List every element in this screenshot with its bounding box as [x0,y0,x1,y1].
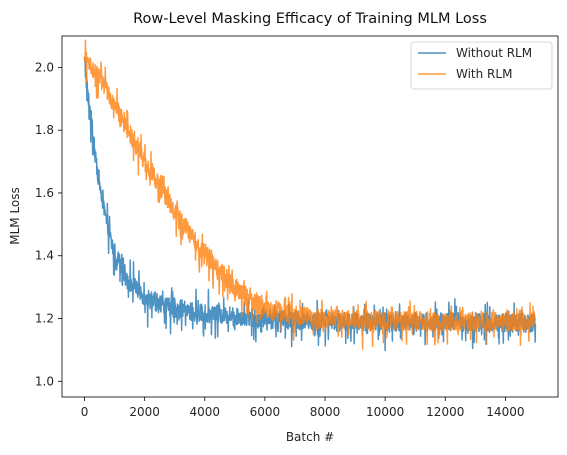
x-tick-label: 12000 [426,405,464,419]
legend: Without RLM With RLM [410,41,553,90]
y-axis-ticks: 1.0 1.2 1.4 1.6 1.8 2.0 [35,60,62,388]
x-tick-label: 0 [81,405,89,419]
legend-box [410,41,553,90]
series-layer [83,39,537,352]
y-tick-label: 1.6 [35,186,54,200]
x-tick-label: 6000 [250,405,281,419]
x-axis-ticks: 0 2000 4000 6000 8000 10000 12000 14000 [81,397,524,419]
legend-label-without-rlm: Without RLM [456,46,532,60]
x-tick-label: 14000 [486,405,524,419]
legend-label-with-rlm: With RLM [456,67,512,81]
y-tick-label: 1.0 [35,374,54,388]
series-line-with-rlm [83,39,537,350]
y-tick-label: 1.2 [35,312,54,326]
plot-frame [61,35,559,398]
y-tick-label: 1.8 [35,123,54,137]
x-tick-label: 2000 [129,405,160,419]
x-tick-label: 8000 [310,405,341,419]
x-tick-label: 4000 [190,405,221,419]
y-axis-label: MLM Loss [8,187,22,245]
x-tick-label: 10000 [366,405,404,419]
x-axis-label: Batch # [286,430,334,444]
y-tick-label: 1.4 [35,249,54,263]
y-tick-label: 2.0 [35,60,54,74]
chart-title: Row-Level Masking Efficacy of Training M… [133,11,487,27]
